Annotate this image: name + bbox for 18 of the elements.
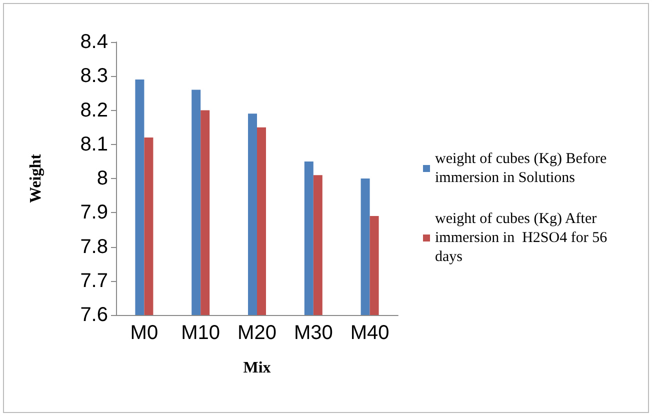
y-tick-label: 8.1 — [80, 133, 108, 156]
x-tick-label: M10 — [181, 322, 220, 344]
x-tick-label: M0 — [130, 322, 158, 344]
y-tick-label: 8.3 — [80, 65, 108, 88]
y-tick-label: 7.8 — [80, 236, 108, 258]
y-tick-label: 8 — [96, 168, 108, 190]
x-axis-title: Mix — [243, 360, 271, 376]
y-tick-label: 7.9 — [80, 202, 108, 224]
y-tick-label: 7.6 — [80, 304, 108, 326]
x-tick-label: M40 — [350, 322, 390, 344]
y-tick-label: 7.7 — [80, 270, 108, 292]
y-tick-label: 8.2 — [80, 99, 108, 122]
legend-label: weight of cubes (Kg) Before immersion in Solutions — [435, 151, 610, 186]
x-tick-label: M30 — [294, 322, 333, 344]
x-tick-label: M20 — [238, 322, 276, 344]
y-tick-label: 8.4 — [80, 31, 108, 53]
legend-label: weight of cubes (Kg) After immersion in H2SO4 for 56 days — [435, 211, 611, 265]
y-axis-title: Weight — [28, 153, 44, 203]
